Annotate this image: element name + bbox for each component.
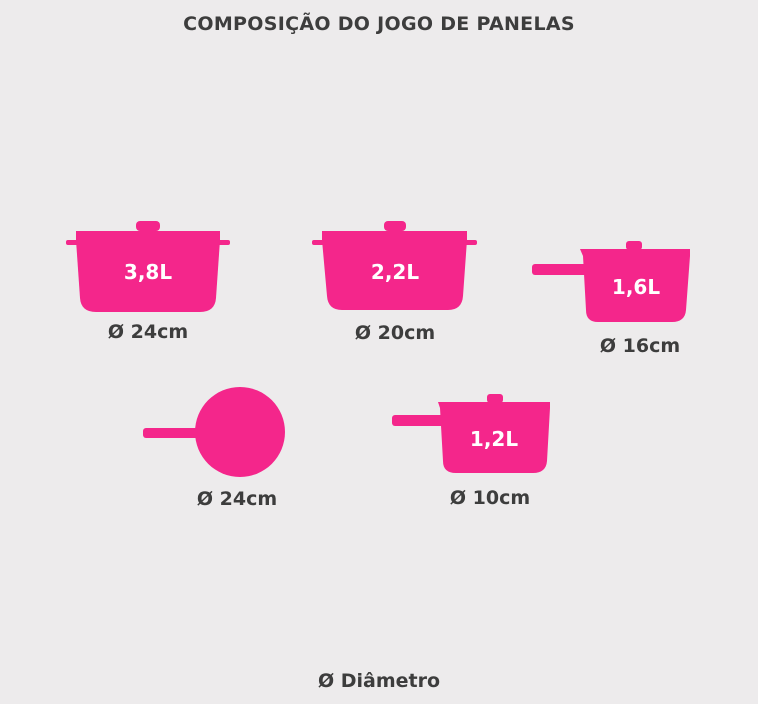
pot-20cm: 2,2L Ø 20cm xyxy=(312,221,477,344)
saucepan-10cm: 1,2L Ø 10cm xyxy=(392,394,550,509)
pot-body xyxy=(76,231,220,312)
pot-body xyxy=(580,249,690,322)
diameter-label: Ø 20cm xyxy=(355,322,435,344)
pan-handle xyxy=(392,415,447,426)
pan-body xyxy=(195,387,285,477)
pot-body xyxy=(322,231,467,310)
lid-knob xyxy=(384,221,406,231)
volume-label: 1,6L xyxy=(612,275,660,299)
volume-label: 2,2L xyxy=(371,260,419,284)
saucepan-16cm: 1,6L Ø 16cm xyxy=(532,241,690,357)
pan-handle xyxy=(532,264,588,275)
diameter-label: Ø 10cm xyxy=(450,487,530,509)
volume-label: 3,8L xyxy=(124,260,172,284)
diameter-legend: Ø Diâmetro xyxy=(318,670,440,692)
frying-pan-24cm: Ø 24cm xyxy=(143,387,285,510)
lid-knob xyxy=(487,394,503,403)
diameter-label: Ø 24cm xyxy=(108,321,188,343)
pan-handle xyxy=(143,428,208,438)
diameter-label: Ø 24cm xyxy=(197,488,277,510)
page-title: COMPOSIÇÃO DO JOGO DE PANELAS xyxy=(183,11,575,35)
pot-24cm: 3,8L Ø 24cm xyxy=(66,221,230,343)
lid-knob xyxy=(626,241,642,250)
lid-knob xyxy=(136,221,160,231)
diameter-label: Ø 16cm xyxy=(600,335,680,357)
volume-label: 1,2L xyxy=(470,427,518,451)
pot-body xyxy=(438,402,550,473)
